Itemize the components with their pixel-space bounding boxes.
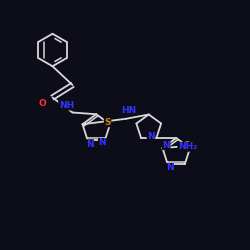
Text: N: N [98, 138, 106, 147]
Text: S: S [104, 118, 111, 127]
Text: O: O [38, 98, 46, 108]
Text: N: N [86, 140, 94, 149]
Text: S: S [184, 141, 190, 150]
Text: N: N [166, 164, 173, 172]
Text: NH: NH [58, 101, 74, 110]
Text: HN: HN [120, 106, 136, 115]
Text: N: N [162, 140, 170, 149]
Text: N: N [147, 132, 155, 141]
Text: NH₂: NH₂ [178, 142, 197, 151]
